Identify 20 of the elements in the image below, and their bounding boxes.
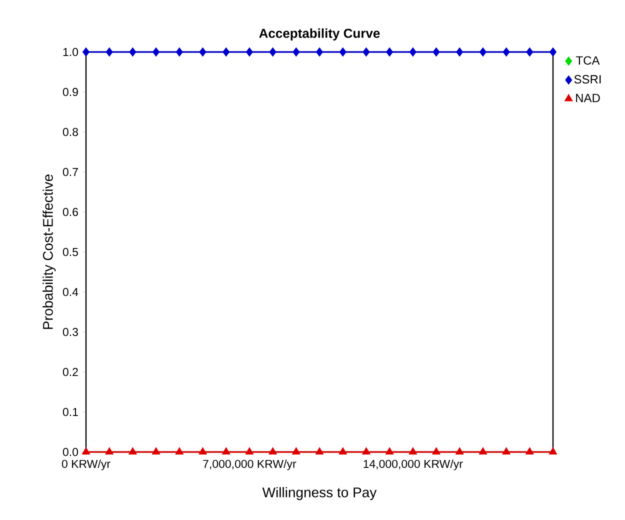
y-tick-label: 0.0	[62, 448, 78, 456]
y-tick-label: 0.6	[62, 208, 78, 216]
chart-title: Acceptability Curve	[259, 28, 380, 41]
y-tick-label: 0.1	[62, 408, 78, 416]
y-tick-label: 0.4	[62, 288, 78, 296]
y-tick-label: 0.2	[62, 368, 78, 376]
y-tick-label: 0.8	[62, 128, 78, 136]
y-tick-label: 0.9	[62, 88, 78, 96]
y-tick-label: 0.7	[62, 168, 78, 176]
legend-label: SSRI	[574, 75, 601, 84]
legend-label: TCA	[576, 56, 600, 65]
x-tick-label: 14,000,000 KRW/yr	[364, 460, 463, 470]
x-axis-title: Willingness to Pay	[262, 487, 377, 500]
x-tick-label: 7,000,000 KRW/yr	[203, 460, 296, 470]
y-axis-title: Probability Cost-Effective	[42, 174, 56, 329]
y-tick-label: 0.5	[62, 248, 78, 256]
legend-label: NAD	[576, 94, 600, 102]
x-tick-label: 0 KRW/yr	[62, 460, 110, 470]
y-tick-label: 1.0	[63, 48, 78, 56]
y-tick-label: 0.3	[62, 328, 78, 336]
